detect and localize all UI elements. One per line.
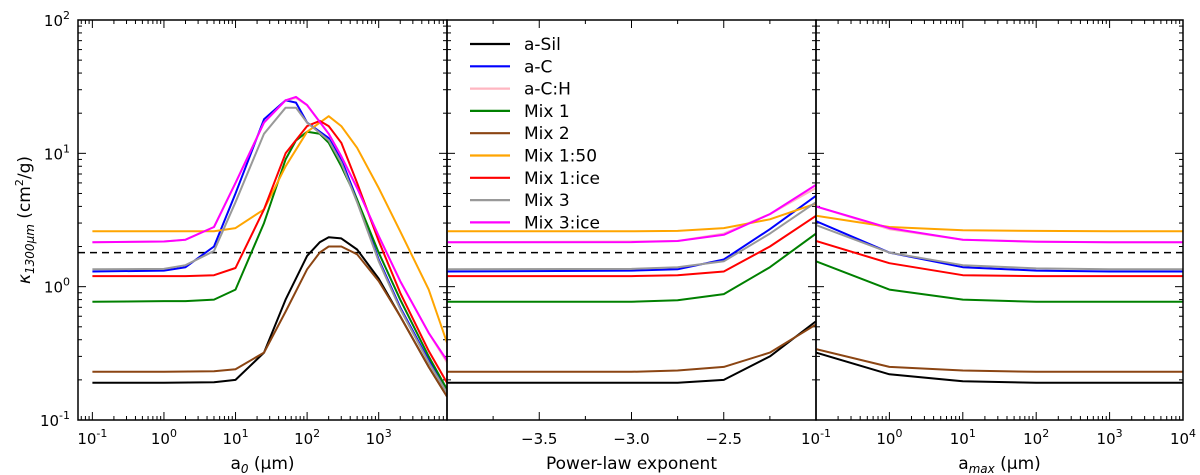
series-line-a-c-h: [92, 97, 447, 364]
series-line-mix-1-50: [447, 202, 816, 233]
series-line-mix-3-ice: [447, 184, 816, 244]
x-tick-label: 101: [950, 427, 976, 448]
series-group: [92, 95, 447, 398]
x-axis-label: amax (μm): [958, 454, 1041, 475]
panel-frame: [815, 19, 1184, 421]
series-line-mix-3: [92, 106, 447, 394]
y-tick-label: 100: [44, 276, 70, 297]
panel-frame: [77, 19, 448, 421]
series-line-mix-1-ice: [447, 214, 816, 278]
x-tick-label: −2.5: [706, 430, 742, 448]
x-tick-label: 100: [876, 427, 902, 448]
y-tick-label: 10-1: [40, 409, 70, 430]
x-tick-label: 103: [1097, 427, 1123, 448]
series-line-mix-1-ice: [92, 119, 447, 384]
series-line-mix-2: [92, 245, 447, 398]
legend-label: Mix 2: [524, 124, 570, 144]
x-tick-label: 100: [151, 427, 177, 448]
x-axis-label: Power-law exponent: [546, 454, 717, 474]
series-line-mix-3: [816, 224, 1183, 271]
series-line-mix-3-ice: [816, 205, 1183, 244]
series-group: [447, 184, 816, 384]
legend-label: a-C:H: [524, 80, 571, 100]
series-line-mix-1: [447, 232, 816, 303]
series-line-mix-1-50: [92, 115, 447, 344]
x-tick-label: −3.0: [613, 430, 649, 448]
x-tick-label: 103: [366, 427, 392, 448]
legend-label: a-C: [524, 57, 552, 77]
series-line-mix-1: [816, 260, 1183, 303]
series-line-a-sil: [816, 351, 1183, 384]
y-tick-label: 101: [44, 142, 70, 163]
panel-right: 10-1 100 101 102 103 104 amax (μm): [801, 19, 1196, 475]
legend-label: Mix 1:ice: [524, 169, 600, 189]
series-line-a-sil: [447, 320, 816, 384]
legend-label: Mix 1:50: [524, 147, 597, 167]
legend-label: Mix 3: [524, 191, 570, 211]
legend-label: Mix 3:ice: [524, 213, 600, 233]
series-line-mix-1: [92, 130, 447, 390]
series-line-mix-1-ice: [816, 240, 1183, 278]
series-line-mix-3: [447, 201, 816, 271]
series-group: [816, 205, 1183, 384]
series-line-mix-2: [447, 323, 816, 373]
legend-label: Mix 1: [524, 102, 570, 122]
y-tick-label: 102: [44, 9, 70, 30]
x-tick-label: 102: [1023, 427, 1049, 448]
series-line-mix-3-ice: [92, 95, 447, 361]
y-axis-label: κ1300μm (cm2/g): [13, 156, 37, 284]
x-tick-label: 10-1: [77, 427, 107, 448]
x-tick-label: 101: [222, 427, 248, 448]
series-line-a-c: [447, 194, 816, 273]
x-tick-label: −3.5: [521, 430, 557, 448]
series-line-mix-2: [816, 348, 1183, 373]
legend-label: a-Sil: [524, 35, 561, 55]
x-tick-label: 104: [1170, 427, 1196, 448]
x-tick-label: 102: [294, 427, 320, 448]
series-line-a-c: [92, 99, 447, 390]
x-axis-label: a0 (μm): [230, 454, 294, 475]
x-tick-label: 10-1: [801, 427, 831, 448]
